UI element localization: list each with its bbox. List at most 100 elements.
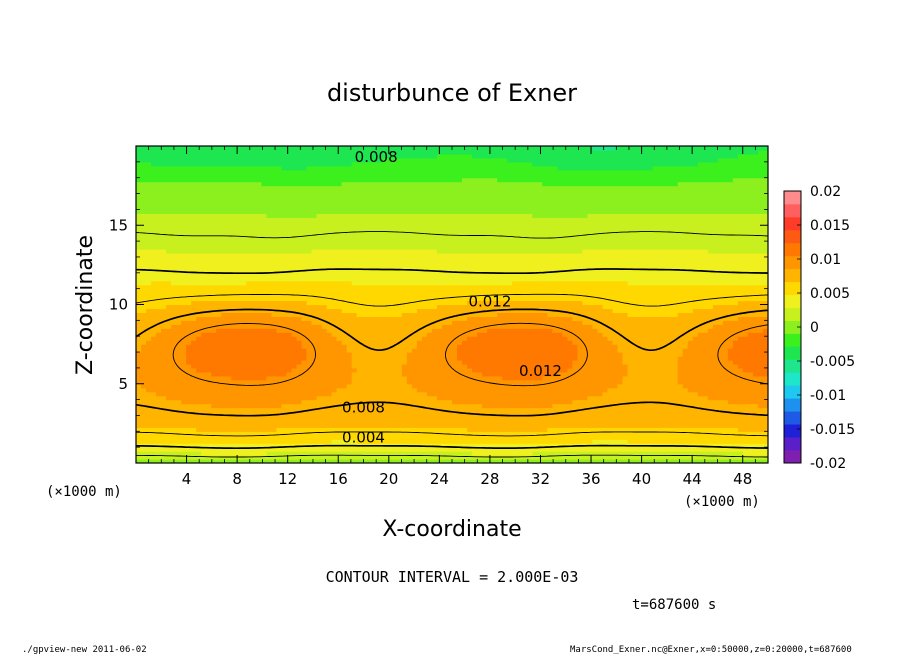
contour-cell [431,391,438,397]
contour-cell [416,371,423,377]
contour-cell [331,363,338,369]
contour-cell [166,157,172,163]
contour-cell [196,419,202,424]
contour-cell [396,371,403,377]
contour-cell [266,181,273,187]
contour-cell [136,304,142,310]
contour-cell [296,324,303,329]
contour-cell [151,205,157,210]
contour-cell [281,356,288,361]
contour-cell [336,292,343,298]
contour-cell [241,189,247,195]
contour-cell [411,201,418,207]
contour-cell [231,332,237,337]
contour-cell [326,431,333,436]
contour-cell [281,252,288,258]
contour-cell [166,185,172,191]
contour-cell [166,443,172,448]
contour-cell [216,276,222,282]
contour-cell [356,268,363,274]
contour-cell [261,197,268,203]
contour-cell [376,149,383,155]
contour-cell [181,403,187,409]
contour-cell [366,407,373,413]
contour-cell [206,391,212,397]
contour-cell [371,423,378,428]
contour-cell [281,288,288,294]
contour-cell [171,241,177,246]
contour-cell [236,264,242,270]
contour-cell [161,379,167,385]
contour-cell [386,157,393,163]
contour-cell [316,276,323,282]
contour-cell [186,336,192,341]
contour-cell [366,352,373,357]
contour-cell [241,439,247,444]
contour-cell [166,367,172,373]
contour-cell [146,363,152,369]
contour-cell [386,245,393,250]
contour-cell [141,249,147,254]
contour-cell [136,173,142,179]
contour-cell [226,447,232,452]
contour-cell [191,296,197,302]
contour-cell [336,344,343,349]
contour-cell [226,443,232,448]
contour-cell [151,459,157,463]
contour-cell [356,197,363,203]
contour-cell [246,217,252,222]
contour-cell [431,403,438,409]
contour-cell [161,403,167,409]
contour-cell [436,447,443,452]
contour-cell [196,300,202,306]
contour-cell [221,332,227,337]
contour-cell [316,391,323,397]
contour-cell [276,371,283,377]
contour-cell [156,221,162,226]
contour-cell [431,395,438,401]
contour-cell [361,209,368,214]
contour-cell [396,157,403,163]
contour-cell [311,193,318,199]
contour-cell [181,177,187,183]
contour-cell [181,383,187,389]
contour-cell [351,375,358,381]
contour-cell [211,205,217,210]
contour-cell [321,344,328,349]
contour-cell [271,177,278,183]
contour-cell [376,225,383,230]
contour-cell [436,379,443,385]
contour-cell [311,375,318,381]
contour-cell [411,316,418,321]
contour-cell [391,284,398,290]
contour-cell [146,375,152,381]
contour-cell [206,407,212,413]
contour-cell [141,435,147,440]
contour-cell [251,161,257,167]
contour-cell [231,415,237,421]
contour-cell [206,395,212,401]
contour-cell [291,233,298,238]
contour-cell [241,387,247,393]
contour-cell [316,256,323,262]
contour-cell [261,320,268,325]
contour-cell [401,288,408,294]
contour-cell [291,395,298,401]
contour-cell [311,201,318,207]
contour-cell [391,157,398,163]
contour-cell [211,375,217,381]
contour-cell [381,252,388,258]
contour-cell [311,383,318,389]
contour-cell [181,241,187,246]
contour-cell [356,276,363,282]
contour-cell [141,348,147,353]
contour-cell [191,146,197,151]
contour-cell [431,348,438,353]
contour-cell [286,387,293,393]
contour-cell [391,304,398,310]
contour-cell [246,221,252,226]
contour-cell [281,435,288,440]
contour-cell [286,256,293,262]
contour-cell [196,308,202,314]
contour-cell [291,264,298,270]
